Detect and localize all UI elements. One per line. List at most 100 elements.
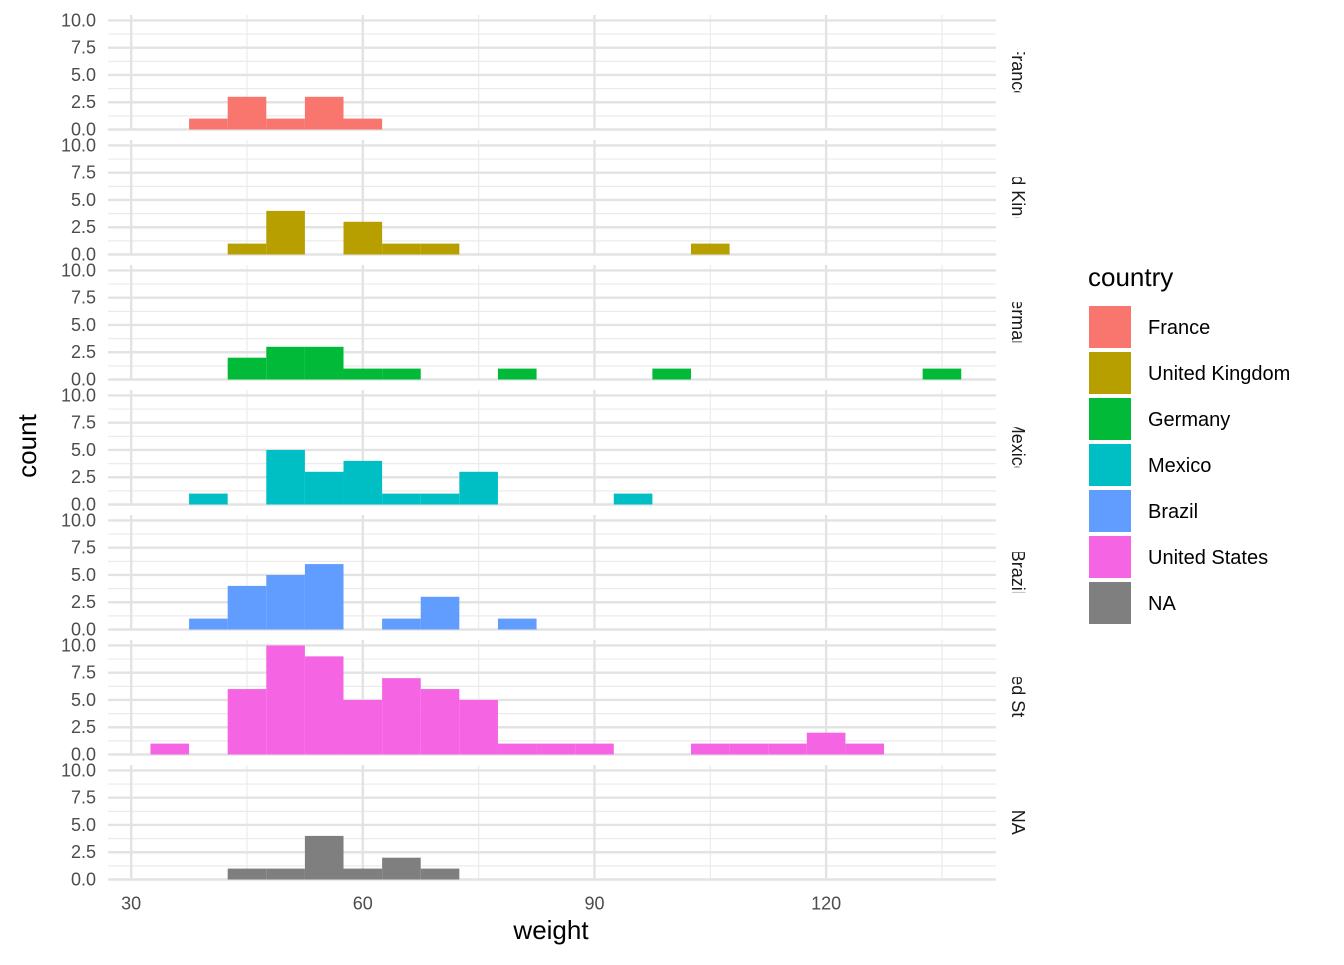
y-tick-label: 2.5 — [71, 217, 96, 237]
histogram-bar-brazil — [498, 619, 537, 630]
histogram-bar-germany — [652, 369, 691, 380]
histogram-bar-france — [305, 97, 344, 130]
legend-key-na — [1089, 582, 1131, 624]
histogram-bar-france — [228, 97, 267, 130]
x-axis-title: weight — [512, 915, 589, 945]
y-tick-label: 7.5 — [71, 788, 96, 808]
legend-label-france: France — [1148, 317, 1210, 339]
x-tick-label: 120 — [811, 894, 841, 914]
y-tick-label: 2.5 — [71, 92, 96, 112]
y-tick-label: 10.0 — [61, 10, 96, 30]
histogram-bar-united-states — [807, 733, 846, 755]
histogram-bar-mexico — [421, 494, 460, 505]
histogram-bar-mexico — [382, 494, 421, 505]
histogram-bar-brazil — [305, 564, 344, 629]
histogram-bar-united-states — [691, 744, 730, 755]
histogram-bar-united-states — [575, 744, 614, 755]
histogram-bar-germany — [498, 369, 537, 380]
y-tick-label: 10.0 — [61, 260, 96, 280]
legend-label-united-states: United States — [1148, 547, 1268, 569]
histogram-bar-mexico — [459, 472, 498, 505]
legend-key-united-kingdom — [1089, 352, 1131, 394]
x-tick-label: 60 — [353, 894, 373, 914]
legend-label-na: NA — [1148, 593, 1176, 615]
histogram-bar-united-kingdom — [228, 244, 267, 255]
legend-label-brazil: Brazil — [1148, 501, 1198, 523]
x-tick-label: 30 — [121, 894, 141, 914]
histogram-bar-france — [189, 119, 228, 130]
y-tick-label: 10.0 — [61, 510, 96, 530]
y-tick-label: 10.0 — [61, 635, 96, 655]
strip-label-united-states: United States — [1008, 643, 1028, 751]
histogram-bar-brazil — [189, 619, 228, 630]
histogram-bar-united-kingdom — [691, 244, 730, 255]
histogram-bar-united-states — [266, 645, 305, 754]
histogram-bar-na — [305, 836, 344, 880]
y-tick-label: 7.5 — [71, 163, 96, 183]
x-tick-label: 90 — [584, 894, 604, 914]
histogram-bar-france — [344, 119, 383, 130]
strip-label-germany: Germany — [1008, 285, 1028, 359]
histogram-bar-mexico — [614, 494, 653, 505]
y-tick-label: 2.5 — [71, 842, 96, 862]
histogram-bar-united-states — [498, 744, 537, 755]
strip-label-mexico: Mexico — [1008, 419, 1028, 476]
y-axis-title: count — [12, 413, 42, 477]
y-tick-label: 10.0 — [61, 135, 96, 155]
legend-key-mexico — [1089, 444, 1131, 486]
histogram-bar-mexico — [344, 461, 383, 505]
y-tick-label: 5.0 — [71, 440, 96, 460]
legend-key-france — [1089, 306, 1131, 348]
y-tick-label: 5.0 — [71, 565, 96, 585]
y-tick-label: 7.5 — [71, 38, 96, 58]
histogram-bar-united-kingdom — [344, 222, 383, 255]
histogram-bar-france — [266, 119, 305, 130]
y-tick-label: 5.0 — [71, 190, 96, 210]
y-tick-label: 2.5 — [71, 592, 96, 612]
histogram-bar-united-states — [344, 700, 383, 755]
legend-label-united-kingdom: United Kingdom — [1148, 363, 1290, 385]
y-tick-label: 5.0 — [71, 690, 96, 710]
strip-label-france: France — [1008, 44, 1028, 100]
y-tick-label: 2.5 — [71, 717, 96, 737]
y-tick-label: 5.0 — [71, 315, 96, 335]
histogram-bar-na — [228, 869, 267, 880]
histogram-bar-united-kingdom — [266, 211, 305, 255]
histogram-bar-united-states — [768, 744, 807, 755]
legend-key-brazil — [1089, 490, 1131, 532]
y-tick-label: 5.0 — [71, 815, 96, 835]
y-tick-label: 2.5 — [71, 342, 96, 362]
strip-label-na: NA — [1008, 810, 1028, 835]
histogram-bar-united-kingdom — [421, 244, 460, 255]
strip-label-united-kingdom: United Kingdom — [1008, 133, 1028, 261]
legend-label-mexico: Mexico — [1148, 455, 1211, 477]
histogram-bar-united-states — [382, 678, 421, 754]
histogram-bar-na — [421, 869, 460, 880]
histogram-bar-na — [344, 869, 383, 880]
y-tick-label: 10.0 — [61, 385, 96, 405]
y-tick-label: 7.5 — [71, 663, 96, 683]
histogram-bar-united-states — [730, 744, 769, 755]
histogram-bar-brazil — [228, 586, 267, 630]
histogram-bar-germany — [266, 347, 305, 380]
histogram-bar-germany — [228, 358, 267, 380]
histogram-bar-mexico — [305, 472, 344, 505]
y-tick-label: 5.0 — [71, 65, 96, 85]
legend-key-united-states — [1089, 536, 1131, 578]
histogram-bar-brazil — [421, 597, 460, 630]
histogram-bar-mexico — [266, 450, 305, 505]
histogram-bar-na — [382, 858, 421, 880]
histogram-bar-united-kingdom — [382, 244, 421, 255]
legend-title: country — [1088, 262, 1173, 292]
y-tick-label: 7.5 — [71, 538, 96, 558]
y-tick-label: 0.0 — [71, 870, 96, 890]
histogram-bar-na — [266, 869, 305, 880]
y-tick-label: 7.5 — [71, 413, 96, 433]
histogram-bar-united-states — [845, 744, 884, 755]
histogram-bar-united-states — [537, 744, 576, 755]
histogram-bar-brazil — [382, 619, 421, 630]
histogram-bar-united-states — [305, 656, 344, 754]
legend-key-germany — [1089, 398, 1131, 440]
histogram-bar-germany — [305, 347, 344, 380]
